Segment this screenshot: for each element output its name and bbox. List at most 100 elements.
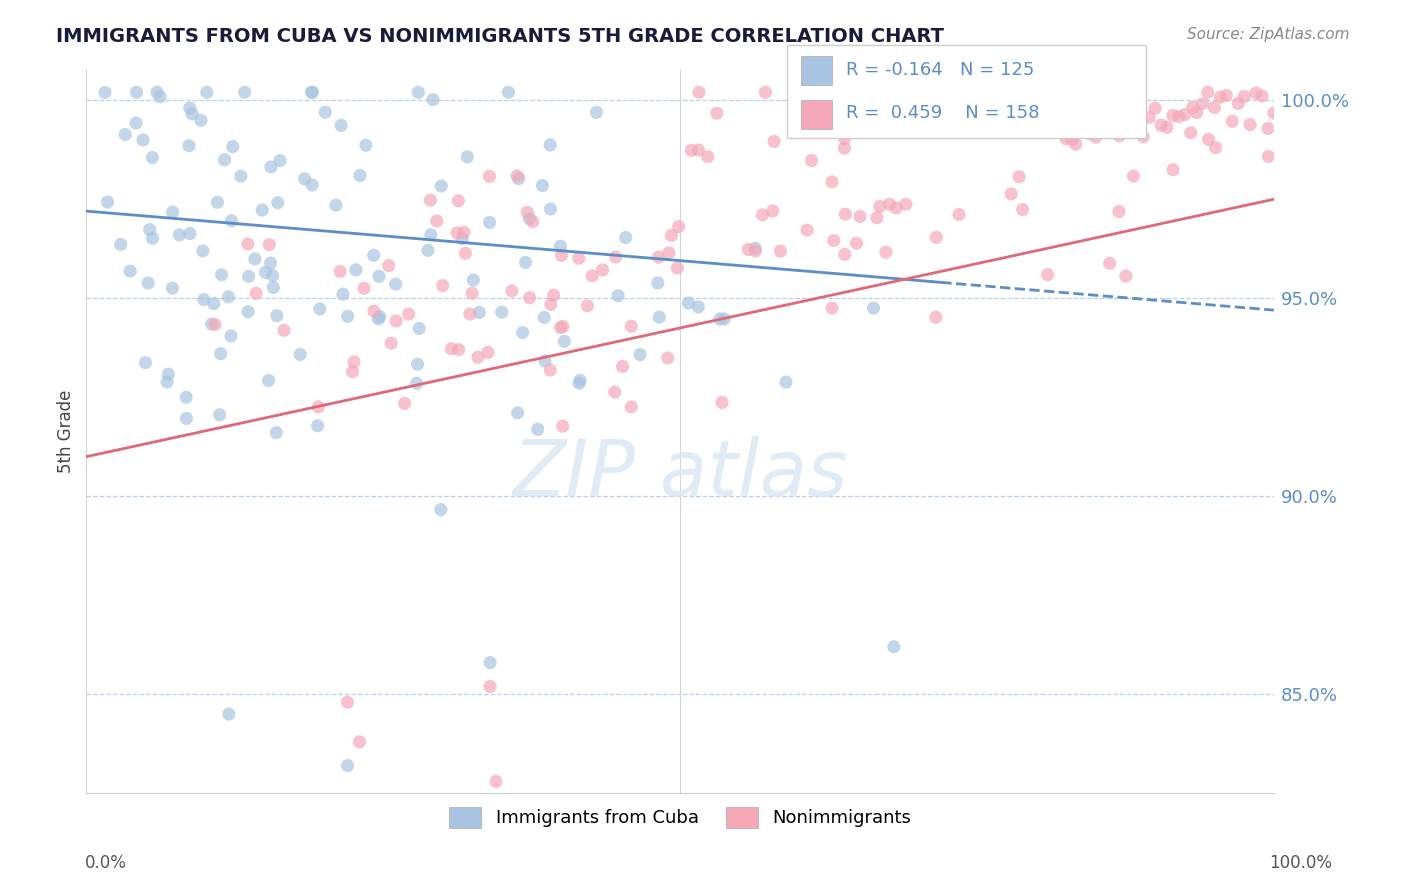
Point — [1251, 89, 1274, 103]
Point — [550, 320, 572, 334]
Point — [1126, 125, 1149, 139]
Point — [394, 396, 416, 410]
Point — [269, 153, 291, 168]
Point — [647, 250, 669, 264]
Point — [149, 89, 172, 103]
Point — [1000, 186, 1022, 201]
Point — [229, 169, 252, 183]
Point — [307, 400, 329, 414]
Point — [491, 305, 513, 319]
Point — [501, 284, 523, 298]
Point — [1122, 169, 1144, 183]
Point — [1239, 118, 1261, 132]
Point — [744, 244, 766, 258]
Point — [201, 317, 224, 331]
Point — [217, 290, 239, 304]
Text: ZIP atlas: ZIP atlas — [512, 436, 848, 512]
Point — [658, 245, 681, 260]
Point — [478, 215, 501, 229]
Point — [607, 289, 630, 303]
Point — [769, 244, 792, 258]
Point — [1263, 106, 1285, 120]
Point — [506, 169, 529, 183]
Point — [823, 234, 845, 248]
Point — [169, 227, 191, 242]
Point — [176, 411, 198, 425]
Point — [243, 252, 266, 266]
Point — [751, 208, 773, 222]
Point — [1102, 106, 1125, 120]
Point — [883, 640, 905, 654]
Point — [688, 85, 710, 99]
Point — [354, 138, 377, 153]
Point — [307, 418, 329, 433]
Point — [222, 139, 245, 153]
Point — [114, 128, 136, 142]
Point — [620, 319, 643, 334]
Point — [266, 425, 288, 440]
Point — [262, 280, 284, 294]
Point — [477, 345, 499, 359]
Point — [330, 119, 353, 133]
Point — [1144, 101, 1167, 115]
Point — [592, 262, 614, 277]
Point — [453, 225, 475, 239]
Point — [713, 312, 735, 326]
Point — [179, 227, 201, 241]
Point — [661, 228, 683, 243]
Point — [1115, 269, 1137, 284]
Point — [519, 291, 541, 305]
Point — [426, 214, 449, 228]
Point — [384, 277, 406, 292]
Point — [162, 281, 184, 295]
Point — [342, 365, 364, 379]
Point — [456, 150, 478, 164]
Point — [538, 137, 561, 152]
Point — [207, 195, 229, 210]
Point — [193, 293, 215, 307]
Point — [162, 205, 184, 219]
Point — [688, 143, 710, 157]
Point — [1220, 114, 1243, 128]
Point — [416, 244, 439, 258]
Point — [1060, 133, 1083, 147]
Point — [301, 85, 323, 99]
Point — [1091, 110, 1114, 124]
Point — [1083, 119, 1105, 133]
Point — [1191, 96, 1213, 111]
Point — [468, 305, 491, 319]
Point — [744, 241, 766, 255]
Point — [550, 239, 572, 253]
Point — [245, 286, 267, 301]
Point — [681, 143, 703, 157]
Point — [179, 101, 201, 115]
Point — [329, 264, 352, 278]
Point — [294, 171, 316, 186]
Point — [711, 395, 734, 409]
Point — [533, 310, 555, 325]
Point — [647, 276, 669, 290]
Point — [813, 117, 835, 131]
Point — [208, 408, 231, 422]
Point — [1073, 96, 1095, 111]
Point — [177, 138, 200, 153]
Point — [620, 400, 643, 414]
Point — [531, 178, 554, 193]
Point — [250, 203, 273, 218]
Point — [550, 248, 572, 262]
Point — [233, 85, 256, 99]
Point — [1181, 100, 1204, 114]
Point — [657, 351, 679, 365]
Point — [142, 231, 165, 245]
Point — [236, 304, 259, 318]
Point — [138, 222, 160, 236]
Point — [1078, 127, 1101, 141]
Point — [553, 334, 575, 349]
Point — [894, 197, 917, 211]
Point — [259, 237, 281, 252]
Point — [204, 318, 226, 332]
Point — [1008, 169, 1031, 184]
Point — [368, 310, 391, 324]
Text: R = -0.164   N = 125: R = -0.164 N = 125 — [846, 61, 1035, 78]
Point — [157, 367, 180, 381]
